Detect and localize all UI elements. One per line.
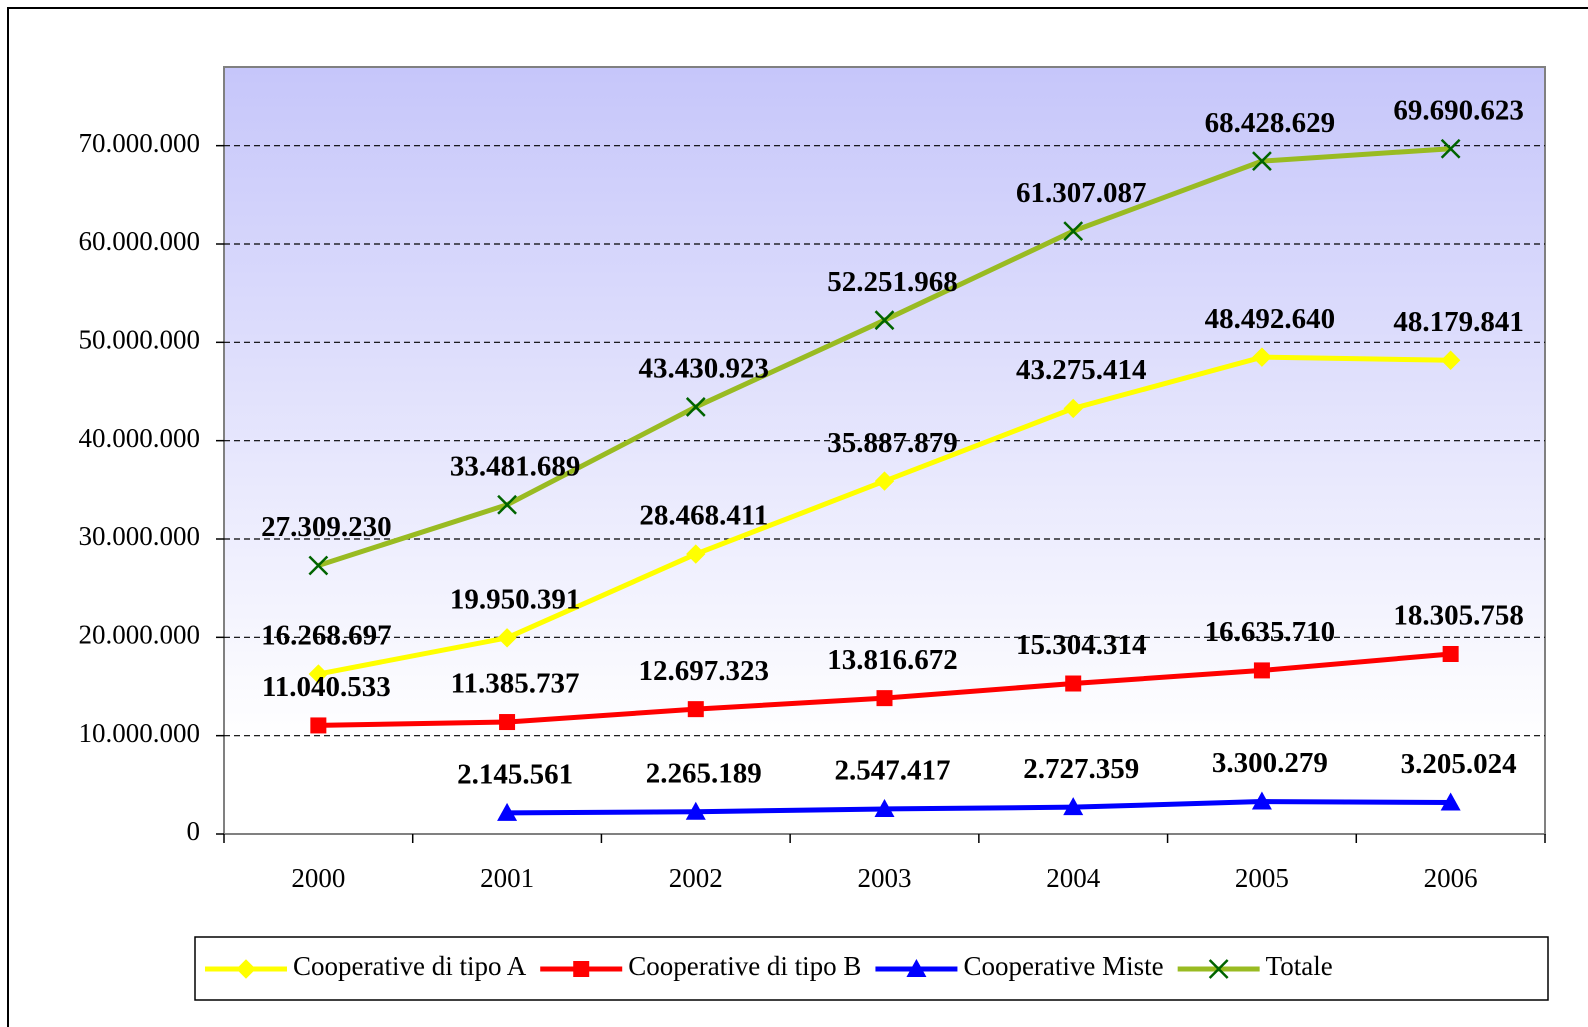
data-label: 2.145.561 [457, 759, 573, 791]
marker [497, 494, 517, 515]
marker [1442, 645, 1459, 662]
data-label: 2.727.359 [1023, 753, 1139, 785]
data-label: 33.481.689 [450, 450, 581, 482]
x-tick-label: 2004 [1046, 863, 1101, 893]
data-label: 3.300.279 [1212, 747, 1328, 779]
legend: Cooperative di tipo A Cooperative di tipo… [194, 936, 1549, 1001]
legend-label: Totale [1266, 951, 1333, 981]
marker [1063, 398, 1083, 419]
y-tick-label: 60.000.000 [79, 226, 201, 256]
x-tick-label: 2005 [1235, 863, 1289, 893]
data-label: 28.468.411 [639, 500, 768, 532]
data-label: 68.428.629 [1205, 107, 1336, 139]
marker [236, 959, 256, 979]
data-label: 35.887.879 [827, 427, 958, 459]
x-tick-label: 2002 [669, 863, 723, 893]
marker [1440, 350, 1461, 370]
marker [1252, 151, 1272, 172]
legend-label: Cooperative Miste [963, 951, 1163, 981]
data-label: 18.305.758 [1393, 600, 1524, 632]
marker [687, 701, 704, 718]
y-tick-label: 30.000.000 [79, 521, 201, 551]
data-label: 48.179.841 [1393, 306, 1524, 338]
data-label: 11.040.533 [262, 671, 391, 703]
marker [1440, 138, 1461, 159]
y-tick-label: 50.000.000 [79, 325, 201, 355]
marker [1251, 791, 1272, 810]
data-label: 19.950.391 [450, 583, 581, 615]
data-label: 2.265.189 [646, 757, 762, 789]
data-label: 16.635.710 [1205, 616, 1336, 648]
y-tick-label: 40.000.000 [79, 423, 201, 453]
marker [573, 961, 590, 977]
marker [1252, 347, 1272, 367]
marker [1063, 797, 1084, 816]
marker [685, 801, 706, 820]
marker [308, 664, 329, 684]
marker [1065, 675, 1082, 692]
marker [497, 802, 518, 821]
marker [874, 310, 895, 331]
data-label: 43.430.923 [639, 353, 770, 385]
marker [1253, 662, 1270, 679]
marker [685, 397, 706, 417]
x-tick-label: 2006 [1424, 863, 1478, 893]
data-label: 48.492.640 [1205, 303, 1336, 335]
legend-label: Cooperative di tipo B [628, 951, 861, 981]
marker [1440, 792, 1461, 811]
data-label: 2.547.417 [835, 755, 951, 787]
data-label: 27.309.230 [261, 511, 392, 543]
marker [686, 544, 706, 564]
marker [906, 959, 927, 977]
data-label: 52.251.968 [827, 266, 958, 298]
legend-label: Cooperative di tipo A [293, 951, 527, 981]
data-label: 61.307.087 [1016, 177, 1147, 209]
data-label: 13.816.672 [827, 644, 958, 676]
data-label: 15.304.314 [1016, 629, 1147, 661]
y-tick-label: 70.000.000 [79, 128, 201, 158]
marker [874, 798, 895, 817]
series-line [507, 799, 1451, 816]
marker [876, 690, 893, 707]
marker [497, 628, 517, 648]
y-tick-label: 10.000.000 [79, 718, 201, 748]
marker [308, 555, 329, 576]
x-tick-label: 2003 [858, 863, 912, 893]
data-label: 43.275.414 [1016, 354, 1147, 386]
marker [1208, 959, 1229, 979]
marker [874, 471, 895, 491]
marker [310, 717, 327, 734]
marker [499, 714, 516, 731]
x-tick-label: 2000 [291, 863, 345, 893]
data-label: 12.697.323 [639, 655, 770, 687]
data-label: 3.205.024 [1401, 748, 1517, 780]
data-label: 11.385.737 [451, 668, 580, 700]
plot-area [223, 66, 1546, 835]
data-label: 69.690.623 [1393, 94, 1524, 126]
legend-box [194, 936, 1549, 1001]
marker [1063, 221, 1084, 242]
y-tick-label: 0 [187, 816, 201, 846]
data-label: 16.268.697 [261, 620, 392, 652]
x-tick-label: 2001 [480, 863, 534, 893]
y-tick-label: 20.000.000 [79, 620, 201, 650]
